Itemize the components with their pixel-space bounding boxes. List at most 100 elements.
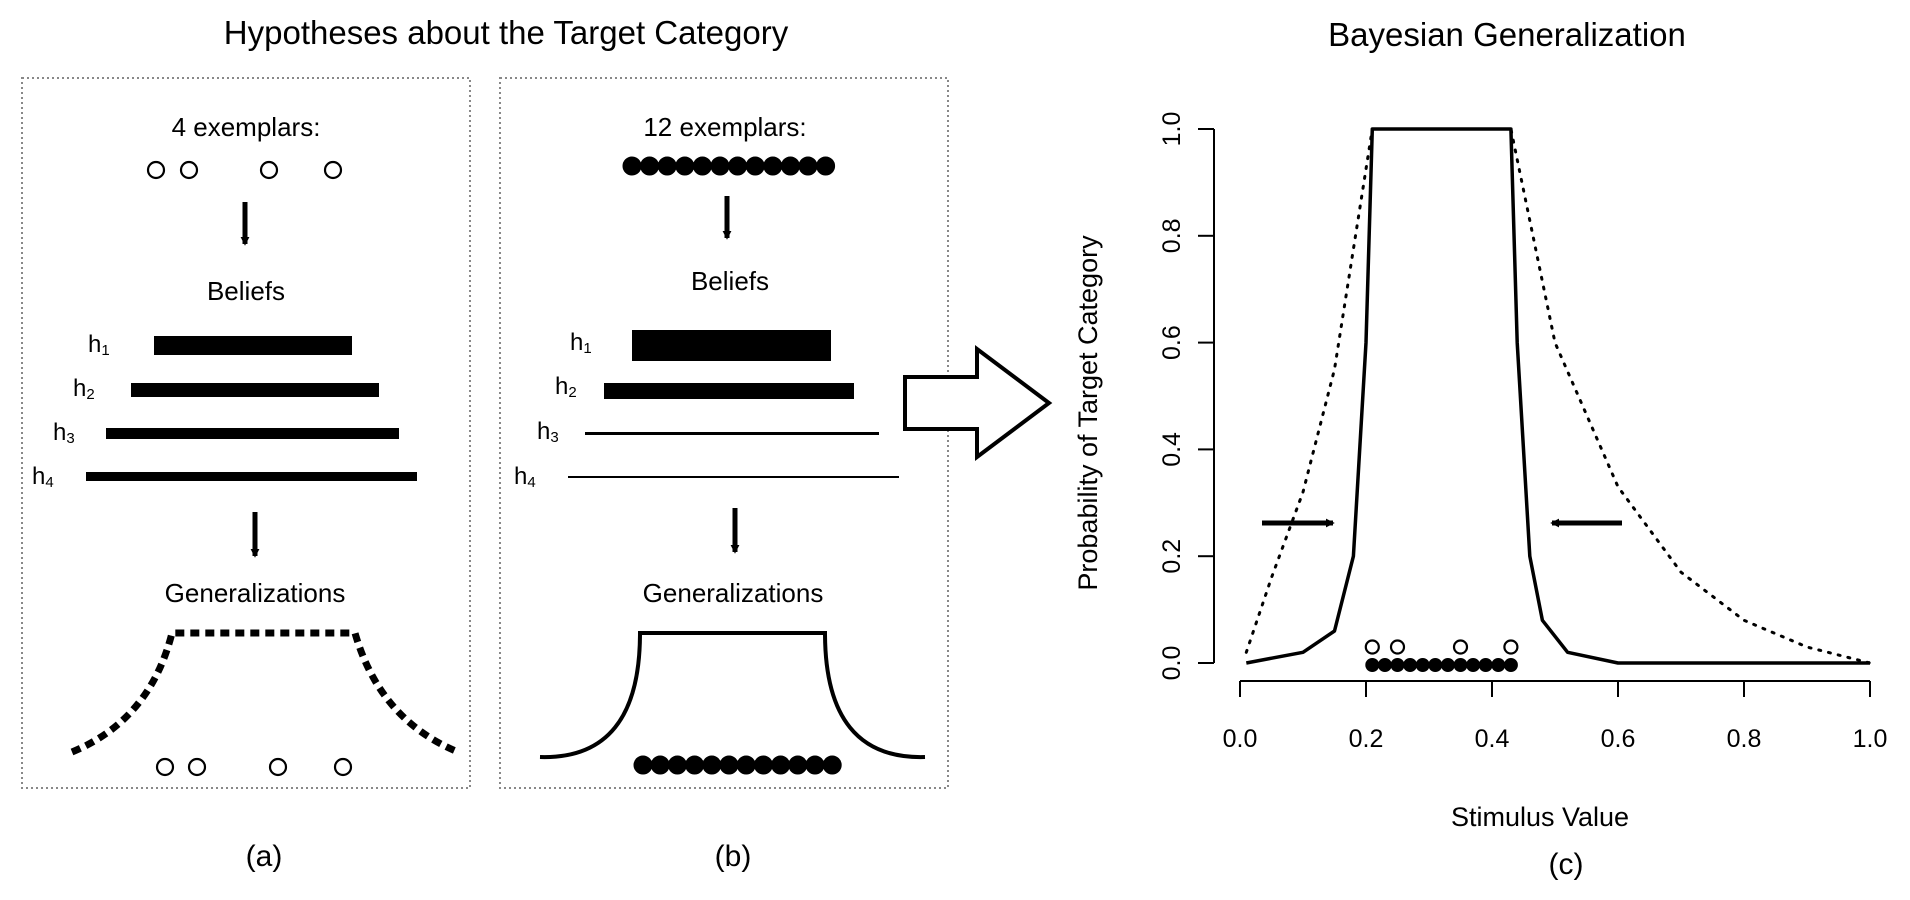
chart-lines (1244, 127, 1872, 665)
exemplar-dot (771, 755, 791, 775)
series-line-12-exemplars (1245, 127, 1870, 665)
hypothesis-label: h1 (88, 331, 110, 359)
exemplar-point-filled (1453, 658, 1468, 672)
exemplar-dot (657, 156, 677, 176)
y-tick-label: 1.0 (1158, 112, 1186, 147)
right-arrow-icon (903, 345, 1053, 461)
exemplar-dot (763, 156, 783, 176)
exemplar-dot (728, 156, 748, 176)
series-line-4-exemplars (1244, 127, 1872, 665)
exemplar-dot (816, 156, 836, 176)
panel-b: 12 exemplars: Beliefs h1 h2 h3 h4 Genera… (499, 77, 949, 873)
hypothesis-label: h4 (32, 463, 54, 491)
exemplar-dot (753, 755, 773, 775)
exemplar-point-open (1364, 639, 1380, 655)
exemplar-dot (788, 755, 808, 775)
panel-a-generalizations-label: Generalizations (165, 578, 346, 608)
exemplar-dot (650, 755, 670, 775)
x-tick-label: 0.6 (1601, 725, 1636, 753)
exemplar-dot (333, 757, 353, 777)
exemplar-dot (719, 755, 739, 775)
belief-bar-h1 (154, 336, 352, 355)
x-tick-label: 0.2 (1349, 725, 1384, 753)
panel-a-beliefs-label: Beliefs (207, 276, 285, 306)
chart-axes: 0.0 0.2 0.4 0.6 0.8 1.0 0.0 0.2 0.4 0.6 0.8 1.0 (1158, 112, 1887, 753)
exemplar-point-filled (1503, 658, 1518, 672)
chart-title: Bayesian Generalization (1328, 16, 1686, 53)
belief-bar-h4 (86, 472, 417, 481)
panel-c-caption: (c) (1549, 848, 1584, 881)
panel-b-exemplar-label: 12 exemplars: (643, 112, 806, 142)
belief-bar-h2 (604, 383, 854, 399)
y-axis-label: Probability of Target Category (1073, 235, 1103, 591)
hypothesis-label: h4 (514, 463, 536, 491)
belief-bar-h3 (585, 432, 879, 435)
hypothesis-label: h1 (570, 329, 592, 357)
exemplar-point-open (1503, 639, 1519, 655)
exemplar-point-filled (1403, 658, 1418, 672)
exemplar-point-filled (1466, 658, 1481, 672)
generalization-curve-solid (539, 631, 926, 760)
exemplar-dot (323, 160, 343, 180)
panel-a: 4 exemplars: Beliefs h1 h2 h3 h4 General… (21, 77, 471, 873)
x-tick-label: 0.8 (1727, 725, 1762, 753)
chart-panel-c: Bayesian Generalization Stimulus Value P… (1073, 16, 1887, 881)
exemplar-point-filled (1428, 658, 1443, 672)
exemplar-dot (685, 755, 705, 775)
generalization-curve-dashed (70, 629, 460, 756)
exemplar-dot (146, 160, 166, 180)
exemplar-dot (736, 755, 756, 775)
belief-bar-h2 (131, 383, 379, 397)
panel-b-caption: (b) (715, 840, 752, 873)
y-tick-label: 0.6 (1158, 325, 1186, 360)
hypothesis-label: h3 (53, 419, 75, 447)
exemplar-point-filled (1415, 658, 1430, 672)
exemplar-dot (633, 755, 653, 775)
panel-a-exemplars-bottom (155, 757, 353, 777)
panel-a-exemplars (146, 160, 343, 180)
exemplar-dot (622, 156, 642, 176)
exemplar-point-filled (1440, 658, 1455, 672)
belief-bar-h4 (568, 476, 899, 478)
exemplar-dot (640, 156, 660, 176)
y-tick-label: 0.0 (1158, 646, 1186, 681)
exemplar-point-open (1452, 639, 1469, 655)
panel-b-generalizations-label: Generalizations (643, 578, 824, 608)
chart-exemplar-marks (1364, 639, 1519, 672)
figure-title: Hypotheses about the Target Category (224, 14, 789, 51)
hypothesis-label: h2 (73, 375, 95, 403)
hypothesis-label: h2 (555, 373, 577, 401)
exemplar-dot (155, 757, 175, 777)
exemplar-point-filled (1377, 658, 1392, 672)
panel-b-frame (499, 77, 949, 789)
y-tick-label: 0.4 (1158, 432, 1186, 467)
exemplar-point-filled (1478, 658, 1493, 672)
exemplar-dot (667, 755, 687, 775)
exemplar-dot (179, 160, 199, 180)
exemplar-dot (675, 156, 695, 176)
x-tick-label: 1.0 (1853, 725, 1888, 753)
exemplar-dot (692, 156, 712, 176)
exemplar-point-filled (1491, 658, 1506, 672)
y-tick-label: 0.2 (1158, 539, 1186, 574)
exemplar-dot (780, 156, 800, 176)
x-tick-label: 0.4 (1475, 725, 1510, 753)
exemplar-dot (822, 755, 842, 775)
exemplar-point-filled (1365, 658, 1380, 672)
exemplar-dot (710, 156, 730, 176)
exemplar-point-open (1389, 639, 1406, 655)
exemplar-point-filled (1390, 658, 1405, 672)
panel-b-exemplars (622, 156, 836, 176)
x-tick-label: 0.0 (1223, 725, 1258, 753)
exemplar-dot (187, 757, 207, 777)
exemplar-dot (268, 757, 288, 777)
belief-bar-h3 (106, 428, 399, 439)
exemplar-dot (805, 755, 825, 775)
panel-a-frame (21, 77, 471, 789)
hypothesis-label: h3 (537, 418, 559, 446)
exemplar-dot (702, 755, 722, 775)
panel-a-caption: (a) (246, 840, 283, 873)
exemplar-dot (259, 160, 279, 180)
x-axis-label: Stimulus Value (1451, 802, 1629, 832)
